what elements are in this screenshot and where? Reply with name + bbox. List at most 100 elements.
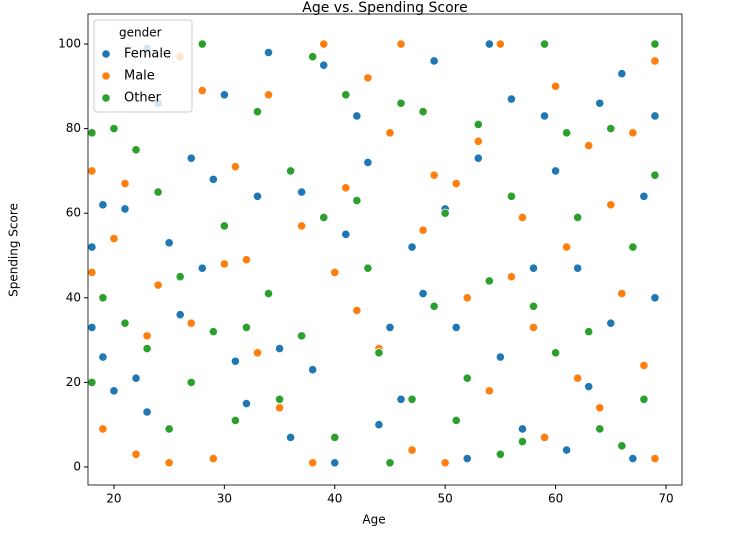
- point: [418, 107, 428, 117]
- point: [241, 255, 252, 265]
- point: [650, 170, 660, 180]
- point: [363, 73, 373, 83]
- point: [473, 119, 483, 129]
- point: [517, 424, 528, 434]
- point: [120, 318, 130, 328]
- point: [584, 140, 594, 151]
- point: [297, 221, 307, 231]
- point: [462, 293, 472, 303]
- point: [562, 128, 572, 138]
- point: [484, 39, 494, 49]
- point: [109, 233, 119, 244]
- point: [584, 382, 594, 392]
- point: [407, 242, 417, 252]
- point: [286, 166, 296, 176]
- legend-box: [93, 19, 193, 113]
- point: [98, 293, 108, 303]
- point: [650, 56, 660, 66]
- point: [120, 179, 130, 189]
- y-tick-label: 80: [66, 121, 81, 135]
- point: [286, 432, 296, 442]
- y-tick-label: 0: [73, 459, 81, 473]
- point: [263, 288, 274, 299]
- point: [473, 153, 483, 163]
- point: [120, 204, 130, 214]
- point: [639, 191, 649, 201]
- legend-marker: [101, 71, 111, 81]
- point: [573, 263, 583, 273]
- legend-marker: [101, 93, 111, 103]
- point: [595, 424, 605, 434]
- point: [208, 453, 218, 464]
- point: [584, 327, 594, 337]
- legend: gender Female Male Other: [93, 19, 193, 113]
- point: [385, 458, 395, 468]
- point: [550, 348, 561, 358]
- point: [506, 94, 517, 104]
- point: [230, 162, 240, 172]
- point: [374, 348, 384, 358]
- point: [429, 301, 439, 311]
- point: [208, 327, 218, 337]
- point: [385, 322, 395, 333]
- point: [550, 166, 561, 176]
- point: [462, 453, 472, 464]
- point: [639, 360, 649, 371]
- point: [341, 229, 351, 239]
- point: [197, 85, 207, 96]
- point: [219, 90, 229, 100]
- point: [429, 56, 439, 66]
- point: [628, 453, 638, 464]
- chart-title: Age vs. Spending Score: [302, 0, 467, 16]
- point: [539, 432, 550, 442]
- point: [407, 394, 417, 404]
- point: [341, 183, 351, 193]
- point: [274, 394, 285, 404]
- x-axis-label: Age: [362, 513, 385, 527]
- x-tick-label: 70: [658, 492, 673, 506]
- point: [197, 39, 207, 49]
- point: [252, 348, 263, 358]
- point: [241, 322, 252, 333]
- point: [87, 267, 97, 278]
- point: [396, 39, 406, 49]
- point: [274, 343, 285, 354]
- point: [639, 394, 649, 404]
- point: [650, 293, 660, 303]
- point: [197, 263, 207, 273]
- point: [495, 449, 505, 459]
- y-axis-label: Spending Score: [7, 203, 21, 297]
- point: [606, 124, 616, 134]
- point: [297, 331, 307, 341]
- point: [219, 259, 229, 269]
- y-tick-label: 60: [66, 206, 81, 220]
- point: [495, 352, 505, 362]
- point: [573, 212, 583, 223]
- point: [263, 90, 274, 100]
- legend-label: Male: [124, 69, 155, 84]
- point: [319, 39, 329, 49]
- point: [319, 212, 329, 223]
- point: [418, 225, 428, 235]
- point: [595, 403, 605, 413]
- point: [650, 111, 660, 121]
- point: [142, 407, 152, 417]
- y-tick-label: 20: [66, 375, 81, 389]
- point: [131, 449, 141, 459]
- point: [484, 276, 494, 286]
- point: [274, 403, 285, 413]
- point: [186, 153, 196, 163]
- point: [407, 445, 417, 455]
- point: [87, 242, 97, 252]
- point: [650, 453, 660, 464]
- point: [153, 187, 163, 197]
- point: [87, 128, 97, 138]
- point: [308, 52, 318, 62]
- point: [230, 356, 240, 366]
- point: [451, 179, 461, 189]
- point: [528, 322, 539, 333]
- point: [219, 221, 229, 231]
- point: [186, 318, 196, 328]
- point: [175, 272, 185, 282]
